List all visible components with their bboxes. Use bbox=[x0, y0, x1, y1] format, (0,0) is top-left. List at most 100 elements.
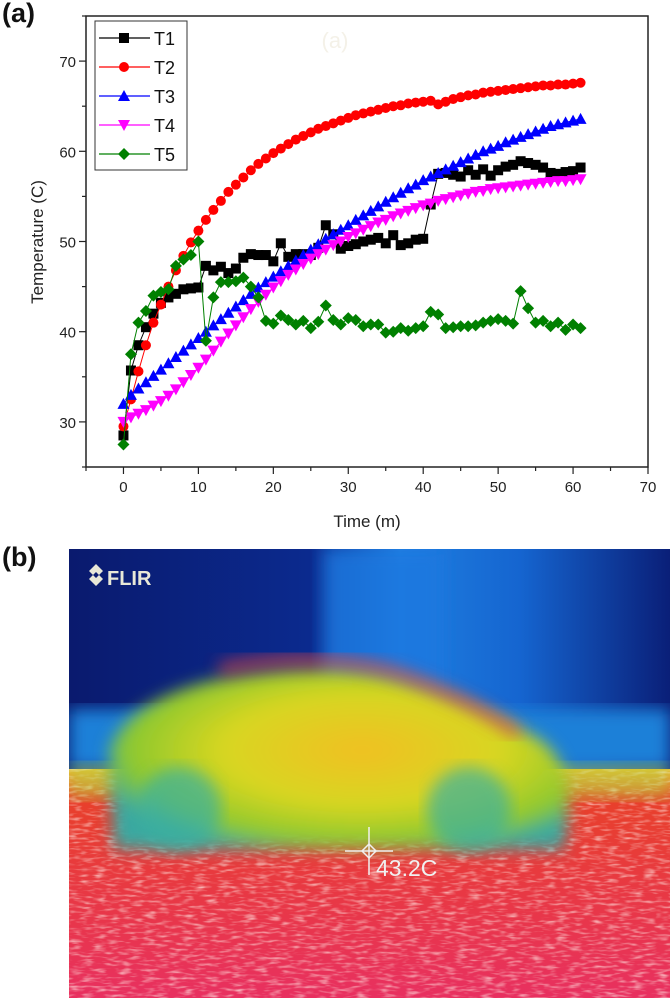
data-point-t1 bbox=[508, 159, 519, 170]
data-point-t1 bbox=[200, 260, 211, 271]
data-point-t1 bbox=[140, 322, 151, 333]
data-point-t2 bbox=[200, 214, 211, 225]
data-point-t1 bbox=[170, 288, 181, 299]
data-point-t1 bbox=[320, 220, 331, 231]
data-point-t5 bbox=[199, 334, 212, 347]
x-tick-label: 30 bbox=[340, 479, 357, 496]
data-point-t2 bbox=[208, 204, 219, 215]
data-point-t5 bbox=[462, 320, 475, 333]
data-point-t4 bbox=[529, 178, 542, 190]
data-point-t2 bbox=[463, 90, 474, 101]
legend-label: T5 bbox=[154, 145, 175, 165]
data-point-t3 bbox=[184, 338, 197, 350]
spot-crosshair-icon bbox=[345, 827, 393, 875]
data-point-t2 bbox=[365, 106, 376, 117]
data-point-t2 bbox=[350, 110, 361, 121]
data-point-t2 bbox=[215, 195, 226, 206]
data-point-t4 bbox=[237, 312, 250, 324]
data-point-t2 bbox=[380, 103, 391, 114]
data-point-t3 bbox=[492, 139, 505, 151]
data-point-t5 bbox=[124, 348, 137, 361]
data-point-t5 bbox=[514, 285, 527, 298]
data-point-t1 bbox=[455, 171, 466, 182]
y-tick-label: 70 bbox=[59, 54, 76, 71]
data-point-t5 bbox=[439, 322, 452, 335]
data-point-t4 bbox=[462, 188, 475, 200]
data-point-t2 bbox=[410, 97, 421, 108]
data-point-t3 bbox=[432, 166, 445, 178]
x-tick-label: 50 bbox=[490, 479, 507, 496]
data-point-t4 bbox=[402, 205, 415, 217]
data-point-t3 bbox=[207, 319, 220, 331]
data-point-t1 bbox=[448, 169, 459, 180]
data-point-t4 bbox=[514, 180, 527, 192]
legend: T1 T2 T3 T4 T5 bbox=[94, 20, 188, 171]
data-point-t4 bbox=[342, 231, 355, 243]
data-point-t5 bbox=[454, 320, 467, 333]
data-point-t2 bbox=[395, 100, 406, 111]
data-point-t2 bbox=[230, 179, 241, 190]
data-point-t4 bbox=[372, 217, 385, 229]
data-point-t3 bbox=[177, 344, 190, 356]
data-point-t3 bbox=[402, 182, 415, 194]
data-point-t4 bbox=[522, 179, 535, 191]
data-point-t4 bbox=[492, 183, 505, 195]
data-point-t3 bbox=[289, 254, 302, 266]
data-point-t4 bbox=[177, 377, 190, 389]
data-point-t3 bbox=[237, 294, 250, 306]
data-point-t4 bbox=[297, 259, 310, 271]
spot-temperature-reading: 43.2C bbox=[376, 855, 437, 881]
data-point-t4 bbox=[507, 181, 520, 193]
data-point-t2 bbox=[545, 80, 556, 91]
data-point-t1 bbox=[568, 166, 579, 177]
data-point-t3 bbox=[372, 200, 385, 212]
data-point-t4 bbox=[124, 412, 137, 424]
data-point-t5 bbox=[319, 299, 332, 312]
data-point-t4 bbox=[327, 240, 340, 252]
data-point-t3 bbox=[214, 313, 227, 325]
data-point-t3 bbox=[342, 219, 355, 231]
data-point-t5 bbox=[552, 316, 565, 329]
data-point-t2 bbox=[238, 172, 249, 183]
flir-brand-text: FLIR bbox=[107, 568, 152, 590]
data-point-t1 bbox=[208, 265, 219, 276]
data-point-t5 bbox=[297, 314, 310, 327]
data-point-t4 bbox=[117, 416, 130, 428]
data-point-t4 bbox=[282, 269, 295, 281]
data-point-t3 bbox=[154, 363, 167, 375]
y-tick-label: 50 bbox=[59, 235, 76, 252]
data-point-t4 bbox=[244, 304, 257, 316]
data-point-t2 bbox=[283, 139, 294, 150]
y-tick-label: 30 bbox=[59, 415, 76, 432]
data-point-t2 bbox=[305, 127, 316, 138]
data-point-t3 bbox=[394, 186, 407, 198]
data-point-t2 bbox=[148, 317, 159, 328]
data-point-t5 bbox=[169, 259, 182, 272]
data-point-t5 bbox=[132, 316, 145, 329]
data-point-t5 bbox=[139, 304, 152, 317]
x-tick-label: 10 bbox=[190, 479, 207, 496]
data-point-t1 bbox=[380, 238, 391, 249]
data-point-t1 bbox=[335, 243, 346, 254]
data-point-t2 bbox=[553, 79, 564, 90]
data-point-t2 bbox=[260, 153, 271, 164]
data-point-t3 bbox=[132, 382, 145, 394]
data-point-t4 bbox=[267, 282, 280, 294]
data-point-t2 bbox=[223, 186, 234, 197]
data-point-t4 bbox=[349, 228, 362, 240]
data-point-t1 bbox=[545, 167, 556, 178]
x-axis-title: Time (m) bbox=[333, 512, 400, 531]
data-point-t5 bbox=[432, 308, 445, 321]
data-point-t1 bbox=[470, 169, 481, 180]
data-point-t4 bbox=[154, 396, 167, 408]
data-point-t1 bbox=[275, 238, 286, 249]
data-point-t4 bbox=[364, 221, 377, 233]
data-point-t2 bbox=[155, 299, 166, 310]
data-point-t5 bbox=[162, 283, 175, 296]
x-tick-label: 0 bbox=[119, 479, 127, 496]
data-point-t5 bbox=[417, 320, 430, 333]
data-point-t4 bbox=[454, 190, 467, 202]
data-point-t1 bbox=[343, 241, 354, 252]
data-point-t2 bbox=[245, 165, 256, 176]
thermal-image: FLIR 43.2C bbox=[69, 549, 670, 998]
